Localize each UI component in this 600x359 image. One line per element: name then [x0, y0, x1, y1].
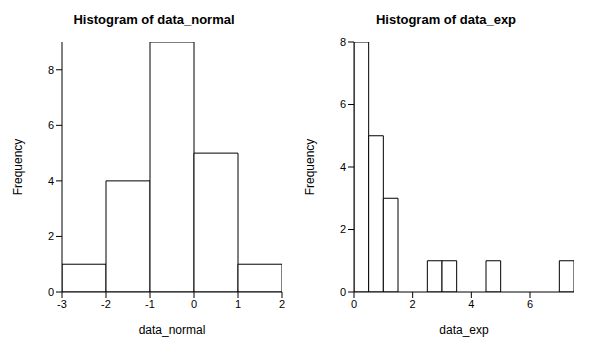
svg-text:4: 4 [468, 298, 474, 310]
svg-text:-2: -2 [101, 298, 111, 310]
svg-text:6: 6 [527, 298, 533, 310]
svg-text:2: 2 [410, 298, 416, 310]
svg-text:4: 4 [340, 161, 346, 173]
svg-text:0: 0 [351, 298, 357, 310]
svg-text:1: 1 [235, 298, 241, 310]
svg-text:-1: -1 [145, 298, 155, 310]
html-text:Histogram of data_exp: Histogram of data_exp [375, 12, 517, 27]
svg-text:8: 8 [48, 64, 54, 76]
svg-text:2: 2 [48, 230, 54, 242]
svg-text:Frequency: Frequency [303, 139, 317, 196]
svg-text:0: 0 [48, 286, 54, 298]
svg-text:8: 8 [340, 36, 346, 48]
svg-text:2: 2 [279, 298, 285, 310]
svg-text:6: 6 [340, 98, 346, 110]
html-text:Histogram of data_normal: Histogram of data_normal [73, 12, 235, 27]
svg-text:Frequency: Frequency [11, 139, 25, 196]
svg-text:data_exp: data_exp [439, 323, 489, 337]
svg-text:-3: -3 [57, 298, 67, 310]
svg-text:4: 4 [48, 175, 54, 187]
svg-text:0: 0 [191, 298, 197, 310]
svg-text:2: 2 [340, 223, 346, 235]
svg-text:data_normal: data_normal [139, 323, 206, 337]
svg-text:6: 6 [48, 119, 54, 131]
svg-text:0: 0 [340, 286, 346, 298]
